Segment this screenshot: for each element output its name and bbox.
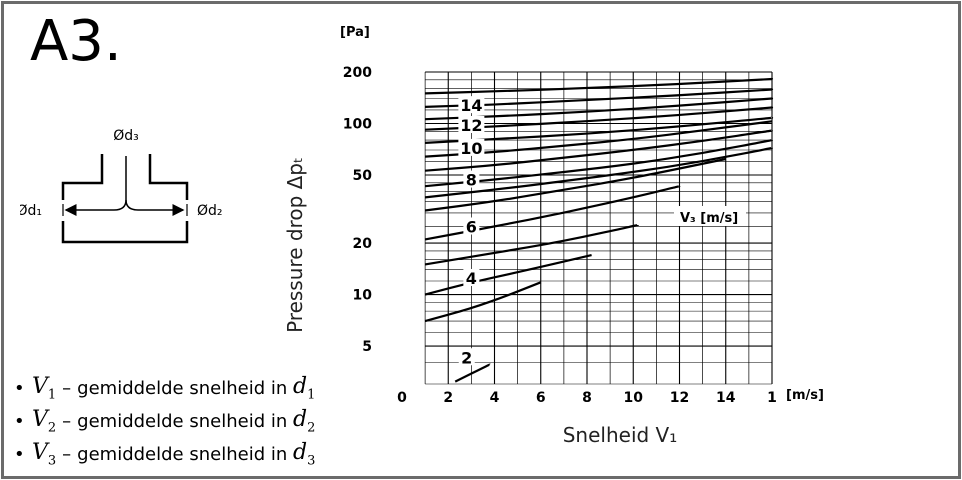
legend-dash: – <box>62 444 72 465</box>
d3-label: Ød₃ <box>113 128 139 144</box>
y-unit-label: [Pa] <box>340 25 370 40</box>
legend-item-v2: • V2 – gemiddelde snelheid in d2 <box>14 405 344 438</box>
bullet-icon: • <box>14 411 25 432</box>
x-tick-label: 4 <box>490 390 500 406</box>
d1-label: Ød₁ <box>20 203 42 219</box>
y-tick-label: 5 <box>362 339 372 355</box>
x-tick-label: 14 <box>716 390 736 406</box>
curve-label: 2 <box>461 348 472 367</box>
curve-label: 10 <box>460 139 482 158</box>
curve-label: 6 <box>466 217 477 236</box>
legend-item-v3: • V3 – gemiddelde snelheid in d3 <box>14 438 344 471</box>
series-line <box>424 185 680 241</box>
x-tick-label: 0 <box>397 390 407 406</box>
curve-label-bg <box>458 96 485 114</box>
flow-arrows <box>64 156 185 216</box>
bullet-icon: • <box>14 444 25 465</box>
x-tick-label: 2 <box>443 390 453 406</box>
y-tick-label: 200 <box>343 65 372 81</box>
legend-text: gemiddelde snelheid in <box>77 378 288 399</box>
curve-label-bg <box>458 138 485 156</box>
curve-label: 14 <box>460 96 482 115</box>
legend-variable: V1 <box>32 374 57 403</box>
series-line <box>424 223 639 266</box>
curve-legend-box <box>674 206 746 226</box>
y-tick-label: 10 <box>353 288 373 304</box>
pressure-drop-chart: 5 10 20 50 100 200 0 2 4 6 8 10 12 14 1 2 4 6 8 10 12 14 [Pa… <box>250 10 950 465</box>
y-tick-label: 100 <box>343 116 372 132</box>
x-axis-title: Snelheid V₁ <box>563 423 678 447</box>
figure-label: A3. <box>30 9 122 74</box>
x-tick-label: 8 <box>582 390 592 406</box>
variable-legend: • V1 – gemiddelde snelheid in d1 • V2 – … <box>14 372 344 471</box>
series-line <box>424 157 727 212</box>
curve-label: 4 <box>466 269 477 288</box>
legend-variable: V2 <box>32 407 57 436</box>
d2-label: Ød₂ <box>197 203 223 219</box>
x-tick-label: 6 <box>536 390 546 406</box>
legend-text: gemiddelde snelheid in <box>77 444 288 465</box>
legend-diameter: d3 <box>293 440 316 469</box>
y-tick-label: 20 <box>353 236 373 252</box>
tee-outline <box>61 154 189 244</box>
curve-label-bg <box>463 217 480 235</box>
tee-diagram: Ød₃ Ød₁ Ød₂ <box>16 120 240 260</box>
curve-label: 8 <box>466 171 477 190</box>
legend-dash: – <box>62 378 72 399</box>
series-line <box>454 363 491 383</box>
series-line <box>424 146 774 199</box>
y-tick-label: 50 <box>353 168 373 184</box>
series-line <box>425 77 774 95</box>
series-line <box>424 281 542 323</box>
curve-label-bg <box>458 348 475 366</box>
curve-label: 12 <box>460 116 482 135</box>
legend-text: gemiddelde snelheid in <box>77 411 288 432</box>
curve-label-bg <box>458 115 485 133</box>
legend-diameter: d1 <box>293 374 316 403</box>
x-tick-label: 10 <box>624 390 644 406</box>
legend-diameter: d2 <box>293 407 316 436</box>
y-axis-title: Pressure drop Δpₜ <box>283 157 307 333</box>
x-tick-label: 12 <box>670 390 689 406</box>
legend-variable: V3 <box>32 440 57 469</box>
legend-item-v1: • V1 – gemiddelde snelheid in d1 <box>14 372 344 405</box>
curve-label-bg <box>463 268 480 286</box>
x-unit-label: [m/s] <box>786 388 824 403</box>
series-line <box>424 139 774 188</box>
legend-dash: – <box>62 411 72 432</box>
x-tick-label: 1 <box>767 390 777 406</box>
curve-legend-title: V₃ [m/s] <box>680 211 738 226</box>
series-line <box>424 254 592 296</box>
bullet-icon: • <box>14 378 25 399</box>
series-line <box>425 129 774 172</box>
curve-label-bg <box>463 170 480 188</box>
